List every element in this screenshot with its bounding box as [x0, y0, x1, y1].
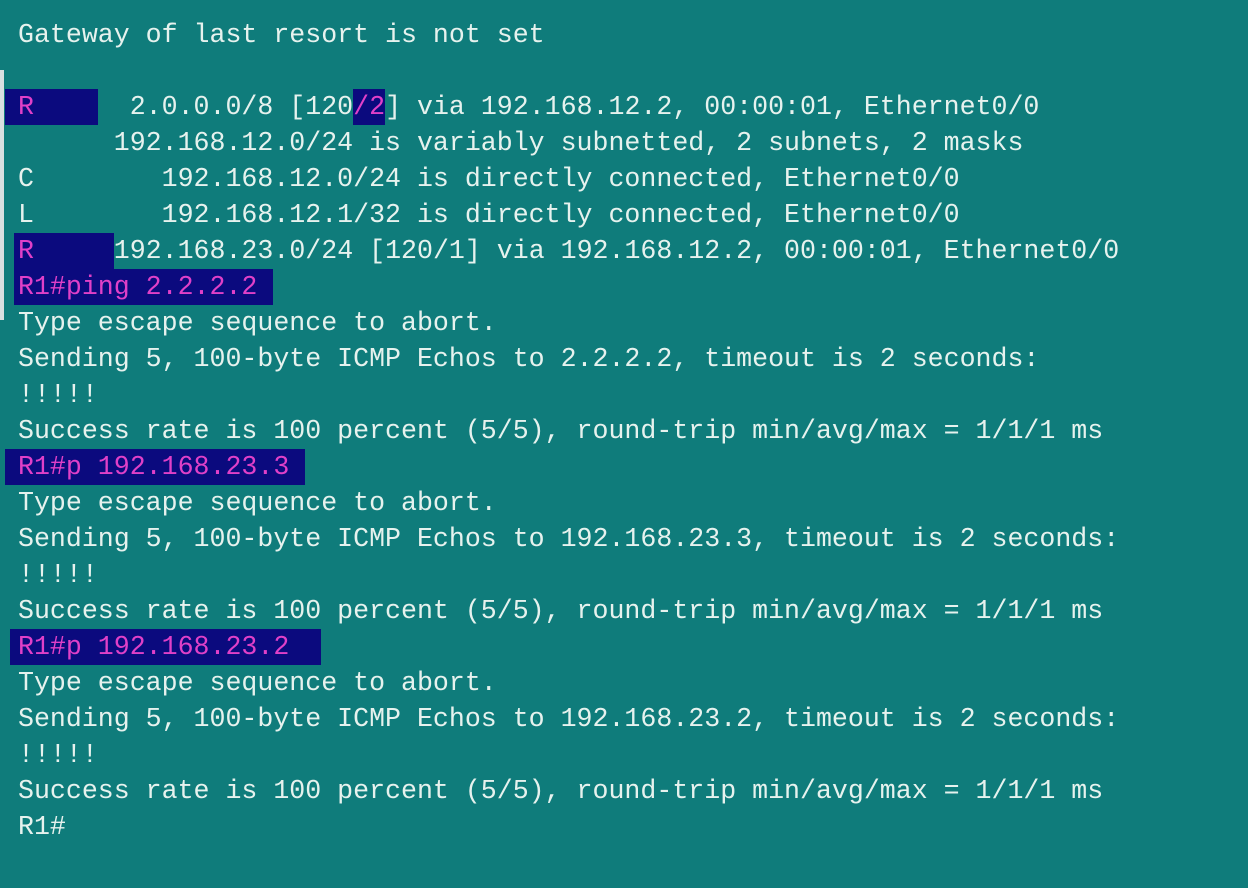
terminal-line	[18, 53, 1119, 89]
command-highlight: R1#ping 2.2.2.2	[14, 269, 274, 305]
terminal-line: !!!!!	[18, 740, 98, 770]
terminal-line: Type escape sequence to abort.	[18, 308, 497, 338]
terminal-line: Type escape sequence to abort.	[18, 488, 497, 518]
window-edge	[0, 70, 4, 320]
metric-highlight: /2	[353, 89, 386, 125]
terminal-line: Success rate is 100 percent (5/5), round…	[18, 776, 1104, 806]
terminal-line: Sending 5, 100-byte ICMP Echos to 192.16…	[18, 524, 1120, 554]
route-text: 2.0.0.0/8 [120	[97, 92, 354, 122]
route-text: ] via 192.168.12.2, 00:00:01, Ethernet0/…	[385, 92, 1040, 122]
terminal-line: Type escape sequence to abort.	[18, 668, 497, 698]
route-code-highlight: R	[5, 89, 98, 125]
terminal-line: C 192.168.12.0/24 is directly connected,…	[18, 164, 960, 194]
command-line-highlighted: R1#p 192.168.23.2	[10, 629, 1119, 665]
command-highlight: R1#p 192.168.23.2	[10, 629, 322, 665]
terminal-line: Sending 5, 100-byte ICMP Echos to 2.2.2.…	[18, 344, 1040, 374]
terminal-line: !!!!!	[18, 380, 98, 410]
terminal-line: 192.168.12.0/24 is variably subnetted, 2…	[18, 128, 1024, 158]
terminal-line: !!!!!	[18, 560, 98, 590]
command-line-highlighted: R1#p 192.168.23.3	[5, 449, 1119, 485]
terminal-line: Success rate is 100 percent (5/5), round…	[18, 596, 1104, 626]
terminal-output[interactable]: Gateway of last resort is not set R 2.0.…	[5, 17, 1120, 845]
route-text: 192.168.23.0/24 [120/1] via 192.168.12.2…	[113, 236, 1120, 266]
route-code-highlight: R	[14, 233, 114, 269]
prompt-line[interactable]: R1#	[18, 812, 66, 842]
terminal-line: Success rate is 100 percent (5/5), round…	[18, 416, 1104, 446]
command-highlight: R1#p 192.168.23.3	[5, 449, 306, 485]
terminal-line: L 192.168.12.1/32 is directly connected,…	[18, 200, 960, 230]
terminal-line: Sending 5, 100-byte ICMP Echos to 192.16…	[18, 704, 1120, 734]
terminal-line: Gateway of last resort is not set	[18, 20, 545, 50]
command-line-highlighted: R1#ping 2.2.2.2	[14, 269, 1119, 305]
route-line-highlighted: R 2.0.0.0/8 [120/2] via 192.168.12.2, 00…	[5, 89, 1119, 125]
route-line-highlighted: R 192.168.23.0/24 [120/1] via 192.168.12…	[14, 233, 1120, 269]
